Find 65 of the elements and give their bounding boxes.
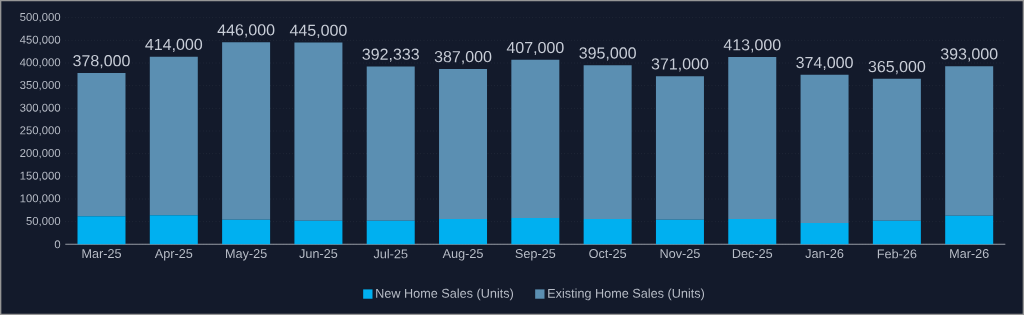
y-tick-label: 200,000 xyxy=(20,149,61,159)
x-tick-label: May-25 xyxy=(226,249,267,261)
total-label: 393,000 xyxy=(940,48,998,62)
total-label: 414,000 xyxy=(145,38,203,52)
x-tick-label: Nov-25 xyxy=(660,249,700,259)
total-label: 371,000 xyxy=(651,58,709,72)
bar xyxy=(149,56,198,216)
bar xyxy=(800,74,849,224)
bar xyxy=(366,66,415,221)
bar xyxy=(439,68,488,219)
bar xyxy=(511,218,560,245)
legend-label: New Home Sales (Units) xyxy=(376,288,514,301)
bar xyxy=(728,57,777,219)
bar xyxy=(77,72,126,217)
total-label: 413,000 xyxy=(723,39,781,53)
bar xyxy=(222,219,271,245)
bar xyxy=(366,220,415,245)
bar xyxy=(511,59,560,219)
y-tick-label: 500,000 xyxy=(20,13,61,23)
bar xyxy=(77,216,126,245)
x-tick-label: Oct-25 xyxy=(589,249,627,259)
x-tick-label: Sep-25 xyxy=(515,249,556,261)
total-label: 387,000 xyxy=(434,50,492,65)
bar xyxy=(872,220,921,245)
total-label: 392,333 xyxy=(362,48,419,62)
bar xyxy=(294,42,343,221)
bar xyxy=(945,66,994,216)
y-tick-label: 300,000 xyxy=(20,103,61,114)
x-tick-label: Feb-26 xyxy=(877,249,917,259)
y-tick-label: 0 xyxy=(54,240,61,249)
x-tick-label: Mar-25 xyxy=(82,249,122,259)
total-label: 365,000 xyxy=(868,60,926,75)
total-label: 407,000 xyxy=(506,41,564,56)
bar xyxy=(583,218,632,245)
y-tick-label: 450,000 xyxy=(19,35,61,46)
bar xyxy=(222,42,271,220)
x-tick-label: Dec-25 xyxy=(732,249,773,259)
x-tick-label: Aug-25 xyxy=(442,249,483,261)
x-tick-label: Jan-26 xyxy=(805,249,844,259)
legend-label: Existing Home Sales (Units) xyxy=(548,288,705,301)
bar xyxy=(149,215,198,245)
bar xyxy=(872,78,921,221)
total-label: 374,000 xyxy=(796,56,853,71)
y-tick-label: 250,000 xyxy=(20,126,61,136)
y-tick-label: 150,000 xyxy=(20,171,61,182)
bar xyxy=(655,219,704,245)
total-label: 378,000 xyxy=(73,55,130,69)
y-tick-label: 100,000 xyxy=(20,194,61,204)
total-label: 395,000 xyxy=(579,47,636,61)
y-tick-label: 350,000 xyxy=(20,81,61,91)
bar xyxy=(439,218,488,245)
bar xyxy=(800,223,849,245)
bar xyxy=(945,215,994,245)
x-tick-label: Mar-26 xyxy=(950,249,989,259)
total-label: 446,000 xyxy=(217,24,275,38)
bar xyxy=(294,220,343,245)
bar xyxy=(583,65,632,219)
y-tick-label: 400,000 xyxy=(19,58,61,68)
total-label: 445,000 xyxy=(289,24,347,38)
x-tick-label: Jun-25 xyxy=(299,249,338,259)
y-tick-label: 50,000 xyxy=(26,216,61,227)
x-tick-label: Jul-25 xyxy=(373,249,408,259)
x-tick-label: Apr-25 xyxy=(154,249,193,261)
bar xyxy=(728,218,777,245)
bar xyxy=(655,76,704,220)
